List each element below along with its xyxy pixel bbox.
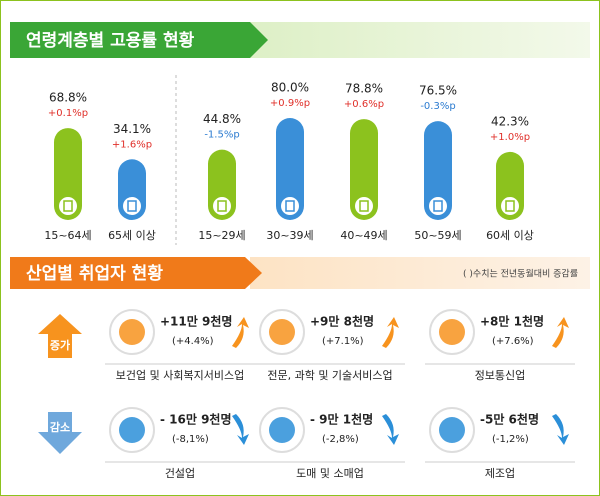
- banner-bg: [250, 257, 590, 289]
- note: ( )수치는 전년동월대비 증감률: [463, 268, 578, 280]
- value-label: 42.3%: [491, 114, 529, 128]
- banner-bg: [230, 22, 590, 58]
- banner: [10, 257, 262, 289]
- bar: [424, 121, 452, 220]
- rate: (-8,1%): [172, 434, 209, 445]
- industry-name: 도매 및 소매업: [296, 467, 364, 480]
- bar-icon: [433, 200, 443, 212]
- bar-icon: [211, 195, 233, 217]
- banner: [10, 22, 268, 58]
- industry-icon: [269, 319, 295, 345]
- change-label: +1.6%p: [112, 139, 152, 150]
- industry-icon: [119, 319, 145, 345]
- rate: (-2,8%): [322, 434, 359, 445]
- change-label: +1.0%p: [490, 132, 530, 143]
- change-label: -1.5%p: [204, 130, 239, 141]
- industry-name: 제조업: [485, 467, 515, 480]
- industry-icon: [269, 417, 295, 443]
- amount: - 16만 9천명: [160, 412, 232, 427]
- amount: -5만 6천명: [480, 412, 539, 427]
- trend-arrow: [382, 317, 399, 348]
- bar-icon: [427, 195, 449, 217]
- change-label: +0.6%p: [344, 99, 384, 110]
- trend-arrow: [232, 317, 249, 348]
- increase-label: 증가: [50, 338, 70, 352]
- change-label: +0.9%p: [270, 98, 310, 109]
- amount: - 9만 1천명: [310, 412, 373, 427]
- change-label: -0.3%p: [420, 101, 455, 112]
- x-tick-label: 60세 이상: [486, 229, 534, 242]
- trend-arrow: [382, 414, 399, 445]
- bar-icon: [279, 195, 301, 217]
- value-label: 34.1%: [113, 122, 151, 136]
- decrease-badge: 감소: [38, 412, 82, 454]
- bar-icon: [505, 200, 515, 212]
- rate: (+4.4%): [172, 336, 214, 347]
- industry-name: 전문, 과학 및 기술서비스업: [267, 369, 392, 382]
- industry-icon: [119, 417, 145, 443]
- change-label: +0.1%p: [48, 108, 88, 119]
- section-title: 산업별 취업자 현황: [26, 263, 163, 284]
- bar-icon: [217, 200, 227, 212]
- value-label: 76.5%: [419, 84, 457, 98]
- chart-title: 연령계층별 고용률 현황: [26, 30, 195, 51]
- amount: +11만 9천명: [160, 314, 232, 329]
- trend-arrow: [552, 414, 569, 445]
- x-tick-label: 30~39세: [266, 229, 313, 242]
- trend-arrow: [232, 414, 249, 445]
- amount: +9만 8천명: [310, 314, 374, 329]
- x-tick-label: 15~64세: [44, 229, 91, 242]
- x-tick-label: 65세 이상: [108, 229, 156, 242]
- bar-icon: [499, 195, 521, 217]
- bar: [276, 118, 304, 220]
- rate: (-1,2%): [492, 434, 529, 445]
- rate: (+7.1%): [322, 336, 364, 347]
- rate: (+7.6%): [492, 336, 534, 347]
- bar-icon: [121, 195, 143, 217]
- bar: [54, 128, 82, 220]
- value-label: 44.8%: [203, 112, 241, 126]
- value-label: 78.8%: [345, 82, 383, 96]
- bar-icon: [127, 200, 137, 212]
- increase-badge: 증가: [38, 314, 82, 358]
- x-tick-label: 50~59세: [414, 229, 461, 242]
- bar-icon: [285, 200, 295, 212]
- bar: [350, 119, 378, 220]
- bar-icon: [359, 200, 369, 212]
- industry-name: 정보통신업: [475, 369, 526, 382]
- value-label: 68.8%: [49, 91, 87, 105]
- industry-name: 보건업 및 사회복지서비스업: [116, 369, 244, 382]
- x-tick-label: 40~49세: [340, 229, 387, 242]
- industry-name: 건설업: [165, 467, 195, 480]
- value-label: 80.0%: [271, 81, 309, 95]
- bar-icon: [63, 200, 73, 212]
- bar-icon: [353, 195, 375, 217]
- bar-icon: [57, 195, 79, 217]
- industry-icon: [439, 417, 465, 443]
- decrease-label: 감소: [50, 420, 70, 434]
- industry-icon: [439, 319, 465, 345]
- trend-arrow: [552, 317, 569, 348]
- amount: +8만 1천명: [480, 314, 544, 329]
- x-tick-label: 15~29세: [198, 229, 245, 242]
